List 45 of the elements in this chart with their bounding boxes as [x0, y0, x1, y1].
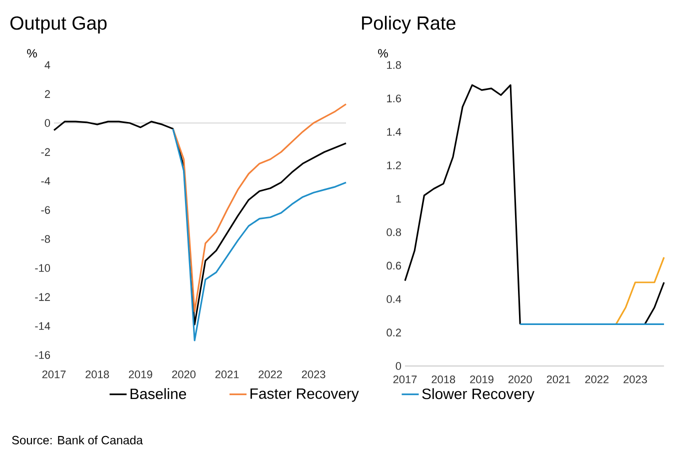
x-tick-label: 2018 — [432, 376, 456, 384]
line-series — [172, 103, 347, 312]
y-tick-label: -6 — [41, 206, 50, 214]
y-tick-label: -16 — [35, 351, 50, 359]
y-tick-label: -4 — [41, 177, 50, 185]
line-series — [172, 128, 347, 342]
x-tick-label: 2022 — [585, 376, 608, 384]
x-tick-label: 2023 — [302, 370, 326, 378]
legend-label: Slower Recovery — [422, 388, 534, 402]
source-note: Source: Bank of Canada — [12, 436, 143, 444]
y-axis-title: % — [27, 49, 37, 58]
x-tick-label: 2020 — [508, 376, 532, 384]
y-tick-label: 1.6 — [387, 94, 401, 102]
y-tick-label: 0.2 — [386, 328, 401, 336]
x-tick-label: 2019 — [470, 376, 494, 384]
y-axis-title: % — [378, 49, 388, 58]
y-tick-label: -12 — [35, 293, 50, 301]
chart-title: Output Gap — [10, 16, 107, 34]
x-tick-label: 2017 — [393, 376, 417, 384]
y-tick-label: 1.4 — [387, 128, 402, 136]
y-tick-label: 0.4 — [386, 295, 402, 303]
y-tick-label: -2 — [41, 148, 50, 156]
x-tick-label: 2020 — [172, 370, 196, 378]
x-tick-label: 2023 — [624, 376, 647, 384]
y-tick-label: 4 — [44, 61, 50, 69]
y-tick-label: -10 — [35, 264, 50, 272]
y-tick-label: 0.6 — [386, 262, 401, 270]
x-tick-label: 2022 — [258, 370, 282, 378]
y-tick-label: 1.2 — [387, 162, 401, 170]
legend-label: Faster Recovery — [250, 388, 359, 402]
chart-title: Policy Rate — [362, 16, 456, 34]
x-tick-label: 2019 — [128, 370, 152, 378]
x-tick-label: 2021 — [546, 376, 570, 384]
x-tick-label: 2017 — [42, 370, 66, 378]
y-tick-label: 0.8 — [386, 228, 401, 236]
y-tick-label: 1 — [396, 195, 401, 203]
y-tick-label: 1.8 — [387, 61, 401, 69]
x-tick-label: 2021 — [215, 370, 239, 378]
y-tick-label: 2 — [44, 90, 50, 98]
legend-label: Baseline — [130, 388, 186, 400]
y-tick-label: 0 — [396, 362, 402, 370]
y-tick-label: -14 — [35, 322, 50, 330]
y-tick-label: 0 — [44, 119, 50, 127]
x-tick-label: 2018 — [86, 370, 109, 378]
y-tick-label: -8 — [41, 235, 50, 243]
